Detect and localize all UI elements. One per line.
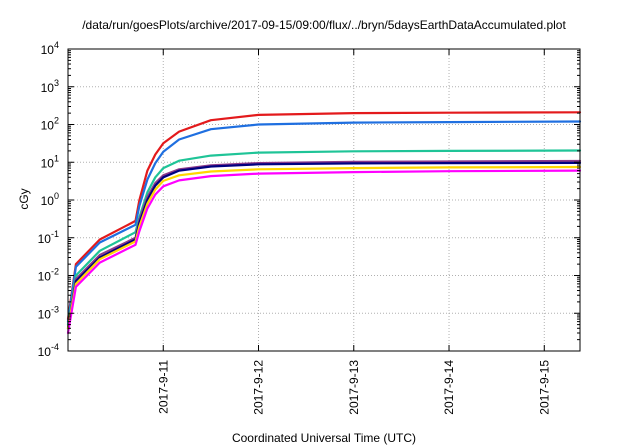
y-tick-exponent: -3	[51, 304, 59, 314]
y-tick-label: 101	[41, 153, 59, 170]
y-tick-base: 10	[38, 232, 52, 246]
y-tick-base: 10	[38, 270, 52, 284]
y-tick-label: 102	[41, 116, 59, 133]
series-line	[66, 111, 582, 321]
series-line	[66, 120, 582, 323]
x-tick-label: 2017-9-14	[442, 360, 456, 415]
y-tick-label: 10-3	[38, 304, 59, 321]
series-line	[66, 159, 582, 330]
y-tick-base: 10	[41, 156, 55, 170]
y-tick-exponent: 2	[54, 116, 59, 126]
y-tick-base: 10	[41, 194, 55, 208]
y-tick-exponent: -4	[51, 342, 59, 352]
series-line	[66, 161, 582, 330]
y-tick-label: 10-1	[38, 229, 59, 246]
series-layer	[66, 111, 582, 335]
y-tick-base: 10	[38, 345, 52, 359]
y-tick-exponent: 4	[54, 40, 59, 50]
chart-title: /data/run/goesPlots/archive/2017-09-15/0…	[82, 18, 566, 32]
x-axis-ticks: 2017-9-11 2017-9-12 2017-9-13 2017-9-14 2017…	[156, 49, 551, 415]
y-tick-base: 10	[41, 81, 55, 95]
y-tick-base: 10	[41, 119, 55, 133]
y-tick-exponent: 1	[54, 153, 59, 163]
y-tick-label: 104	[41, 40, 59, 57]
series-line	[66, 169, 582, 335]
y-tick-exponent: 3	[54, 78, 59, 88]
series-line	[66, 165, 582, 330]
y-tick-base: 10	[38, 307, 52, 321]
x-tick-label: 2017-9-12	[252, 360, 266, 415]
y-axis-label: cGy	[17, 188, 31, 209]
x-tick-label: 2017-9-13	[347, 360, 361, 415]
y-tick-label: 10-2	[38, 267, 59, 284]
y-tick-label: 10-4	[38, 342, 59, 359]
y-tick-label: 103	[41, 78, 59, 95]
y-tick-base: 10	[41, 43, 55, 57]
y-tick-exponent: -2	[51, 267, 59, 277]
y-tick-exponent: -1	[51, 229, 59, 239]
y-tick-exponent: 0	[54, 191, 59, 201]
x-tick-label: 2017-9-15	[537, 360, 551, 415]
x-tick-label: 2017-9-11	[156, 360, 170, 414]
x-axis-label: Coordinated Universal Time (UTC)	[232, 431, 416, 445]
series-line	[66, 149, 582, 326]
y-tick-label: 100	[41, 191, 59, 208]
